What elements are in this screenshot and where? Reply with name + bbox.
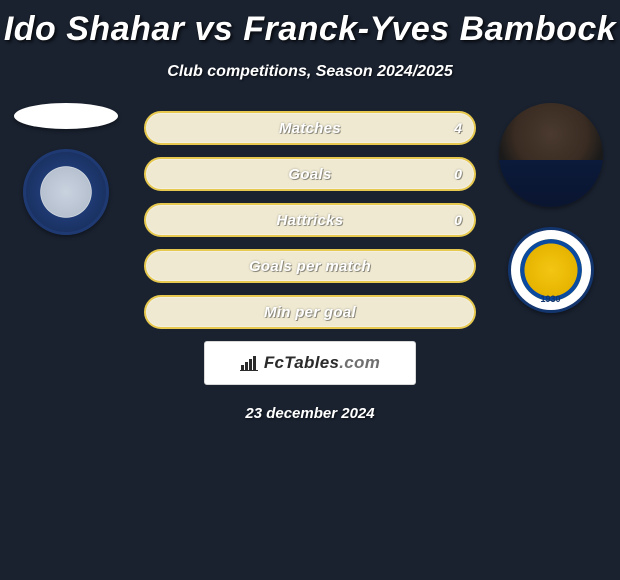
player-avatar-right <box>499 103 603 207</box>
club-badge-left <box>23 149 109 235</box>
bar-chart-icon <box>240 355 260 371</box>
stat-label: Goals per match <box>249 258 371 275</box>
brand-name: FcTables <box>264 353 339 372</box>
comparison-content: Matches 4 Goals 0 Hattricks 0 Goals per … <box>0 111 620 422</box>
stat-right-value: 0 <box>454 166 462 182</box>
stat-label: Min per goal <box>264 304 356 321</box>
stat-label: Goals <box>288 166 331 183</box>
right-column <box>493 103 608 313</box>
left-column <box>8 103 123 235</box>
club-badge-right <box>508 227 594 313</box>
brand-suffix: .com <box>339 353 380 372</box>
stat-rows: Matches 4 Goals 0 Hattricks 0 Goals per … <box>144 111 476 329</box>
stat-row-goals: Goals 0 <box>144 157 476 191</box>
player-avatar-left <box>14 103 118 129</box>
page-title: Ido Shahar vs Franck-Yves Bambock <box>0 0 620 49</box>
stat-row-matches: Matches 4 <box>144 111 476 145</box>
stat-row-goals-per-match: Goals per match <box>144 249 476 283</box>
stat-label: Hattricks <box>277 212 344 229</box>
brand-text: FcTables.com <box>264 353 380 373</box>
generated-date: 23 december 2024 <box>0 405 620 422</box>
stat-right-value: 4 <box>454 120 462 136</box>
stat-row-hattricks: Hattricks 0 <box>144 203 476 237</box>
brand-watermark: FcTables.com <box>204 341 416 385</box>
stat-right-value: 0 <box>454 212 462 228</box>
stat-row-min-per-goal: Min per goal <box>144 295 476 329</box>
page-subtitle: Club competitions, Season 2024/2025 <box>0 63 620 81</box>
stat-label: Matches <box>279 120 341 137</box>
